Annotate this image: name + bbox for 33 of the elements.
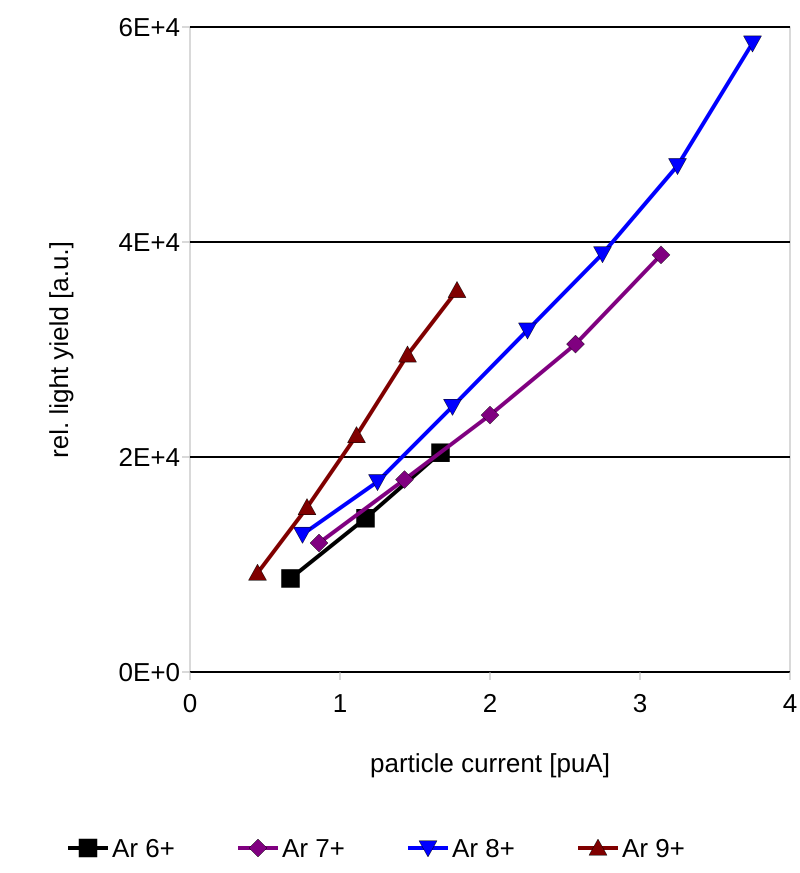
y-tick-label: 4E+4	[118, 227, 180, 258]
point	[593, 246, 612, 264]
point	[448, 281, 466, 298]
x-tick-label: 4	[782, 688, 798, 718]
point	[518, 322, 537, 340]
y-axis-title: rel. light yield [a.u.]	[44, 241, 74, 458]
legend-label: Ar 6+	[112, 833, 175, 864]
point	[248, 564, 267, 581]
point	[347, 426, 366, 443]
point	[743, 36, 762, 52]
point	[480, 406, 500, 424]
x-tick-label: 0	[182, 688, 198, 718]
point	[368, 474, 387, 491]
point	[566, 334, 585, 354]
point	[395, 470, 414, 489]
legend-label: Ar 8+	[452, 833, 515, 864]
x-tick-label: 3	[632, 688, 648, 718]
point	[668, 158, 687, 175]
point	[281, 569, 300, 588]
x-tick-label: 2	[482, 688, 498, 718]
point	[293, 526, 312, 544]
point	[310, 534, 328, 552]
y-tick-label: 0E+0	[118, 657, 180, 688]
point	[398, 346, 417, 362]
point	[298, 498, 316, 515]
x-axis-title: particle current [puA]	[370, 748, 610, 778]
legend-label: Ar 9+	[622, 833, 685, 864]
legend-label: Ar 7+	[282, 833, 345, 864]
point	[652, 246, 670, 264]
point	[443, 399, 462, 416]
y-tick-label: 2E+4	[118, 442, 180, 472]
x-tick-label: 1	[332, 688, 348, 718]
y-tick-label: 6E+4	[118, 12, 180, 42]
